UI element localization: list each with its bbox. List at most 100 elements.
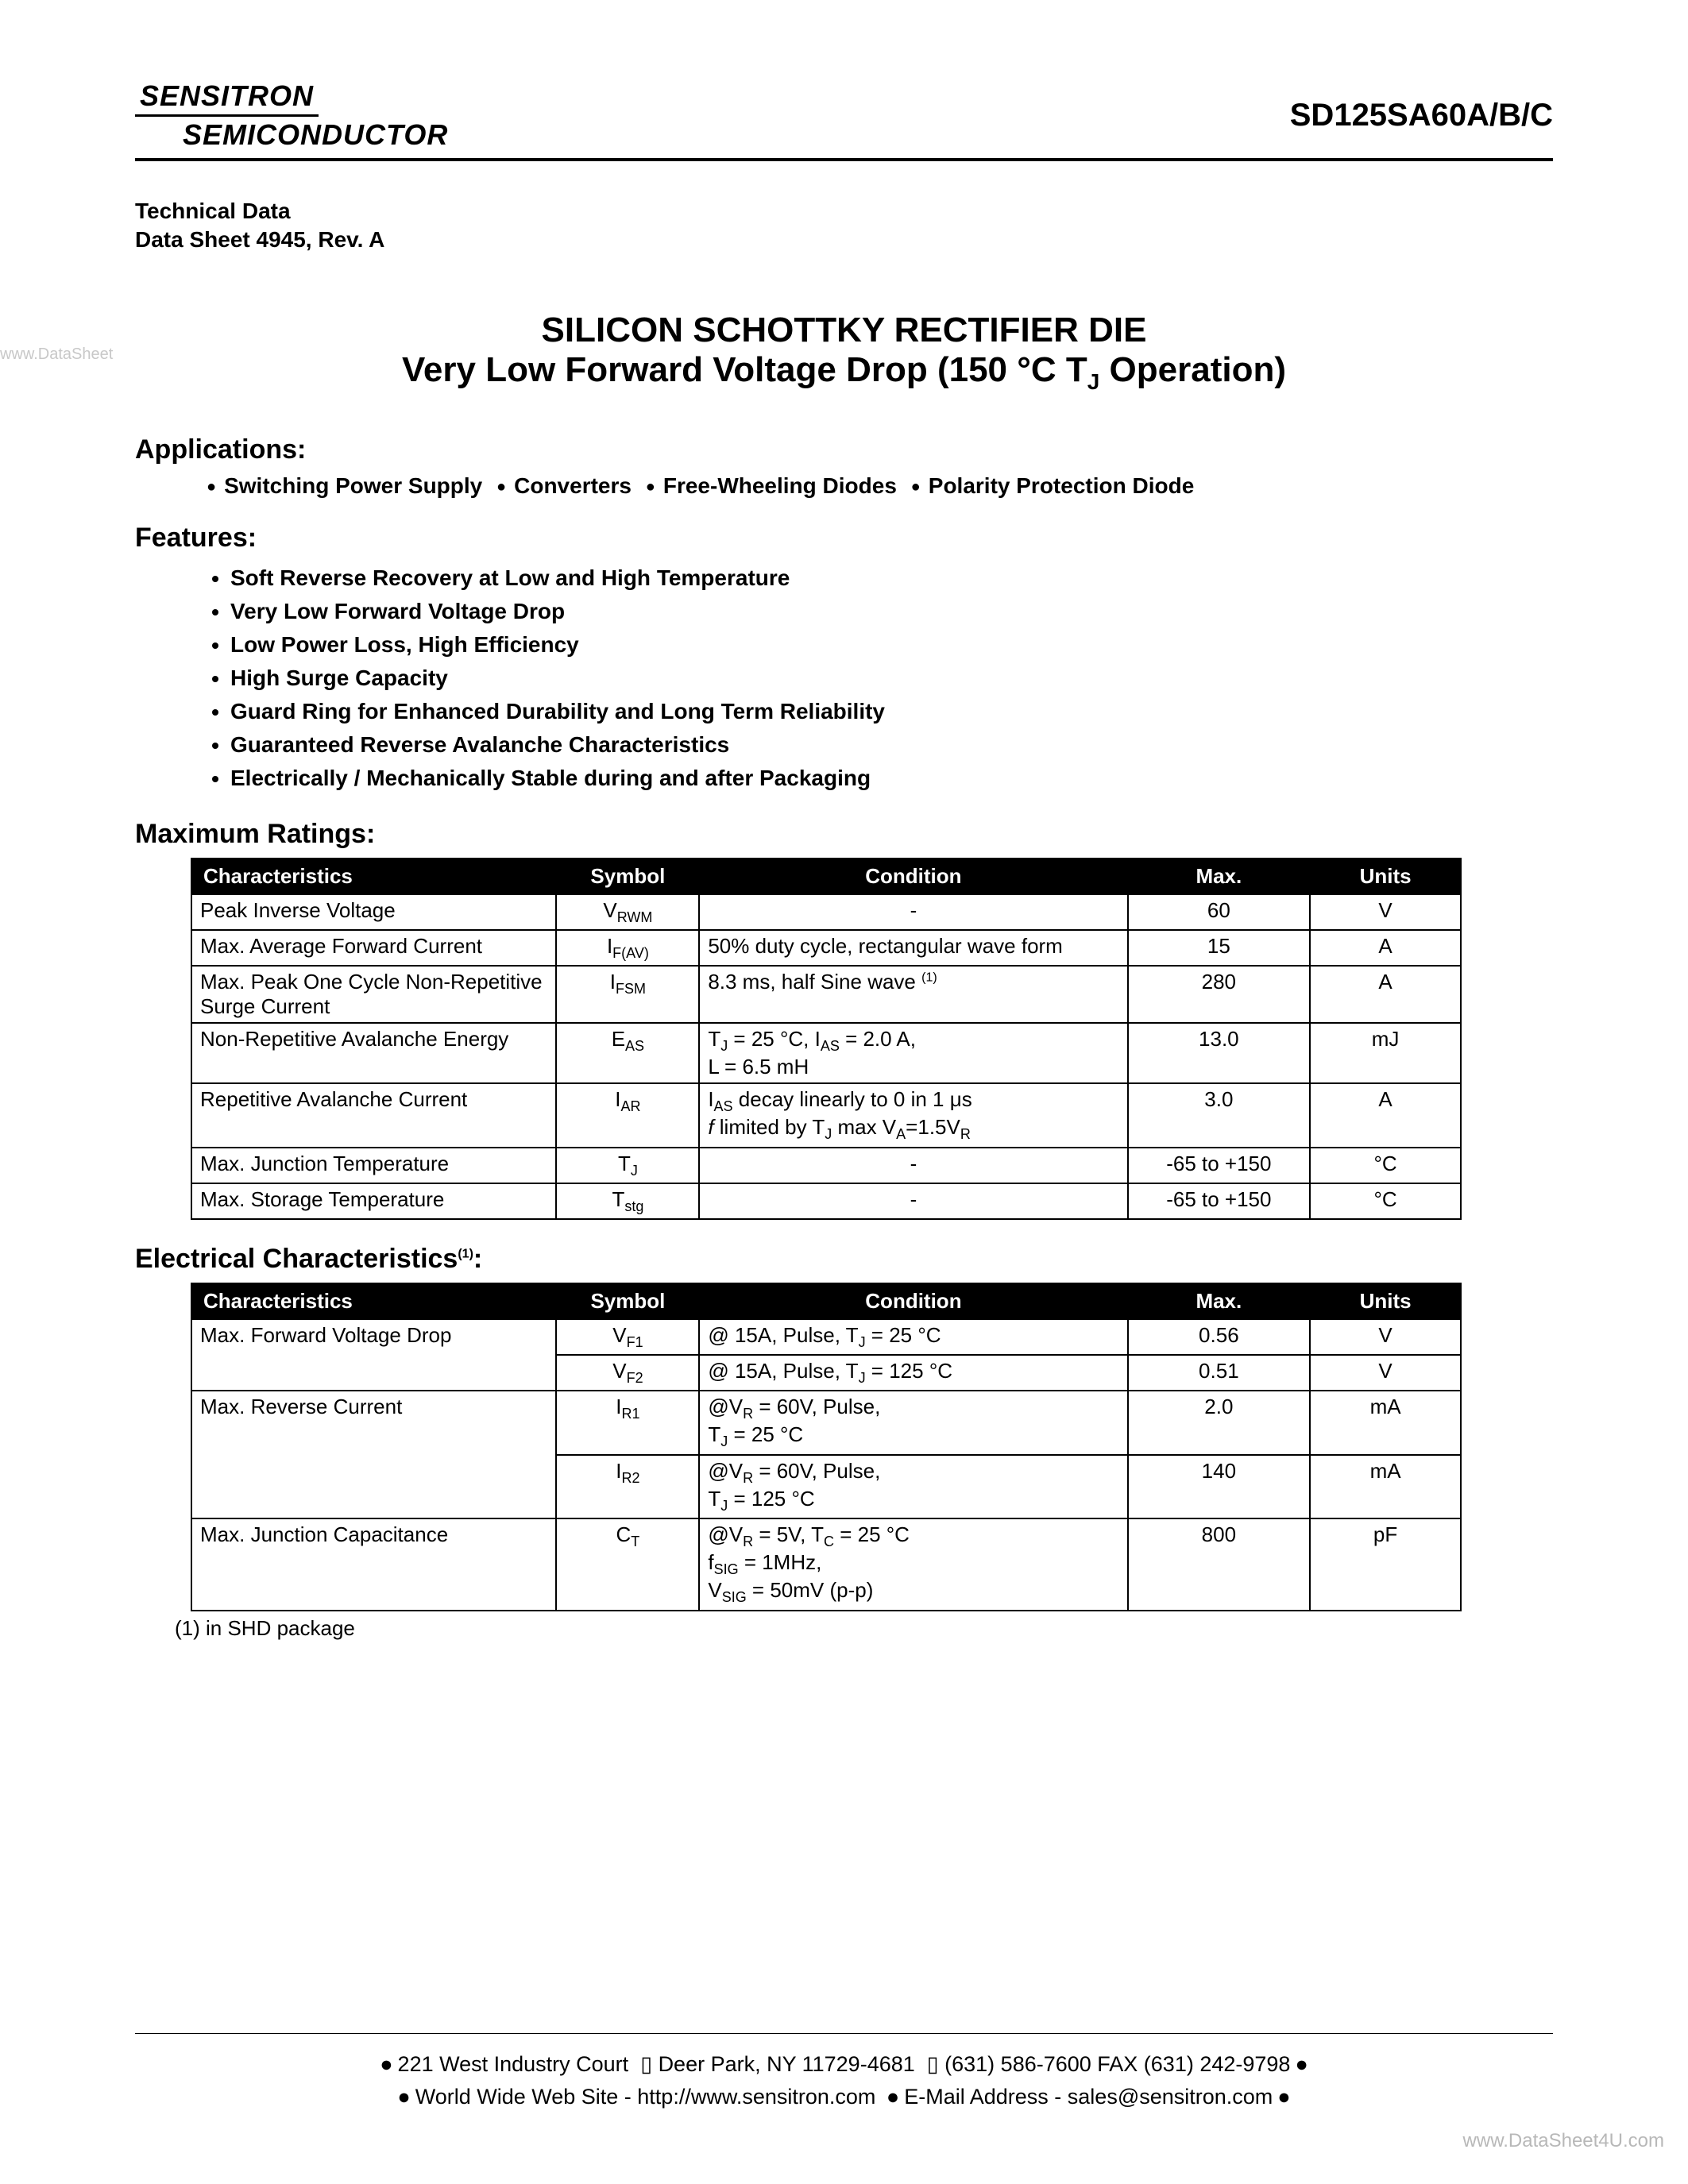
watermark-bottom: www.DataSheet4U.com (1463, 2130, 1664, 2152)
cell-max: 800 (1128, 1518, 1311, 1611)
cell-char: Max. Reverse Current (191, 1391, 556, 1518)
table-row: Max. Peak One Cycle Non-Repetitive Surge… (191, 966, 1461, 1023)
th-condition-2: Condition (699, 1283, 1127, 1319)
cell-symbol: VF2 (556, 1355, 699, 1391)
cell-char: Non-Repetitive Avalanche Energy (191, 1023, 556, 1083)
company-logo-text: SENSITRON SEMICONDUCTOR (135, 79, 448, 152)
applications-list: ●Switching Power Supply ●Converters ●Fre… (135, 473, 1553, 499)
cell-condition: 50% duty cycle, rectangular wave form (699, 930, 1127, 966)
technical-data-line2: Data Sheet 4945, Rev. A (135, 226, 1553, 254)
application-item: Polarity Protection Diode (929, 473, 1195, 498)
page-header: SENSITRON SEMICONDUCTOR SD125SA60A/B/C (135, 79, 1553, 161)
feature-item: Guaranteed Reverse Avalanche Characteris… (230, 728, 1553, 762)
technical-data-block: Technical Data Data Sheet 4945, Rev. A (135, 197, 1553, 255)
cell-condition: - (699, 1183, 1127, 1219)
elec-char-heading-text: Electrical Characteristics (135, 1244, 458, 1274)
bullet-icon: ● (496, 478, 506, 496)
technical-data-line1: Technical Data (135, 197, 1553, 226)
bullet-icon: ● (646, 478, 655, 496)
th-symbol-2: Symbol (556, 1283, 699, 1319)
cell-units: A (1310, 930, 1461, 966)
table-row: Peak Inverse VoltageVRWM-60V (191, 894, 1461, 930)
cell-condition: @VR = 5V, TC = 25 °CfSIG = 1MHz,VSIG = 5… (699, 1518, 1127, 1611)
application-item: Switching Power Supply (224, 473, 482, 498)
footnote: (1) in SHD package (175, 1616, 1553, 1641)
feature-item: Electrically / Mechanically Stable durin… (230, 762, 1553, 795)
table-row: Max. Reverse CurrentIR1@VR = 60V, Pulse,… (191, 1391, 1461, 1454)
cell-units: mA (1310, 1391, 1461, 1454)
table-row: Max. Forward Voltage DropVF1@ 15A, Pulse… (191, 1319, 1461, 1355)
th-max: Max. (1128, 859, 1311, 894)
cell-symbol: IF(AV) (556, 930, 699, 966)
footer-email: E-Mail Address - sales@sensitron.com (904, 2085, 1273, 2109)
table-row: Repetitive Avalanche CurrentIARIAS decay… (191, 1083, 1461, 1147)
max-ratings-heading: Maximum Ratings: (135, 819, 1553, 850)
cell-condition: @ 15A, Pulse, TJ = 125 °C (699, 1355, 1127, 1391)
th-units-2: Units (1310, 1283, 1461, 1319)
cell-symbol: Tstg (556, 1183, 699, 1219)
cell-units: mA (1310, 1455, 1461, 1518)
cell-char: Max. Junction Temperature (191, 1148, 556, 1183)
footer-address: 221 West Industry Court (398, 2052, 629, 2076)
features-heading: Features: (135, 523, 1553, 554)
company-name-bottom: SEMICONDUCTOR (135, 118, 448, 152)
th-symbol: Symbol (556, 859, 699, 894)
cell-max: 0.51 (1128, 1355, 1311, 1391)
footer-phone: (631) 586-7600 FAX (631) 242-9798 (944, 2052, 1290, 2076)
cell-condition: @VR = 60V, Pulse,TJ = 25 °C (699, 1391, 1127, 1454)
th-condition: Condition (699, 859, 1127, 894)
cell-condition: @VR = 60V, Pulse,TJ = 125 °C (699, 1455, 1127, 1518)
cell-condition: TJ = 25 °C, IAS = 2.0 A,L = 6.5 mH (699, 1023, 1127, 1083)
bullet-icon: ● (207, 478, 216, 496)
cell-symbol: IAR (556, 1083, 699, 1147)
th-characteristics: Characteristics (191, 859, 556, 894)
cell-char: Max. Junction Capacitance (191, 1518, 556, 1611)
cell-char: Max. Peak One Cycle Non-Repetitive Surge… (191, 966, 556, 1023)
cell-units: °C (1310, 1148, 1461, 1183)
footer-line1: ●221 West Industry Court ▯ Deer Park, NY… (135, 2048, 1553, 2081)
bullet-icon: ● (911, 478, 921, 496)
cell-condition: IAS decay linearly to 0 in 1 μsf limited… (699, 1083, 1127, 1147)
document-title: SILICON SCHOTTKY RECTIFIER DIE Very Low … (135, 311, 1553, 395)
cell-symbol: IR1 (556, 1391, 699, 1454)
cell-symbol: EAS (556, 1023, 699, 1083)
cell-max: 15 (1128, 930, 1311, 966)
features-list: Soft Reverse Recovery at Low and High Te… (135, 561, 1553, 795)
th-units: Units (1310, 859, 1461, 894)
feature-item: High Surge Capacity (230, 662, 1553, 695)
cell-char: Peak Inverse Voltage (191, 894, 556, 930)
watermark-left: www.DataSheet (0, 345, 113, 364)
page-footer: ●221 West Industry Court ▯ Deer Park, NY… (135, 2033, 1553, 2113)
cell-char: Max. Storage Temperature (191, 1183, 556, 1219)
feature-item: Guard Ring for Enhanced Durability and L… (230, 695, 1553, 728)
table-row: Max. Storage TemperatureTstg--65 to +150… (191, 1183, 1461, 1219)
cell-units: V (1310, 1319, 1461, 1355)
cell-max: 13.0 (1128, 1023, 1311, 1083)
cell-symbol: TJ (556, 1148, 699, 1183)
cell-max: 140 (1128, 1455, 1311, 1518)
footer-web: World Wide Web Site - http://www.sensitr… (415, 2085, 876, 2109)
cell-units: mJ (1310, 1023, 1461, 1083)
cell-max: 3.0 (1128, 1083, 1311, 1147)
cell-char: Max. Average Forward Current (191, 930, 556, 966)
th-characteristics-2: Characteristics (191, 1283, 556, 1319)
feature-item: Soft Reverse Recovery at Low and High Te… (230, 561, 1553, 595)
cell-units: V (1310, 894, 1461, 930)
cell-max: 60 (1128, 894, 1311, 930)
cell-max: 0.56 (1128, 1319, 1311, 1355)
elec-char-heading: Electrical Characteristics(1): (135, 1244, 1553, 1275)
cell-char: Repetitive Avalanche Current (191, 1083, 556, 1147)
footer-line2: ●World Wide Web Site - http://www.sensit… (135, 2081, 1553, 2113)
title-main: SILICON SCHOTTKY RECTIFIER DIE (135, 311, 1553, 350)
cell-max: -65 to +150 (1128, 1183, 1311, 1219)
application-item: Converters (514, 473, 632, 498)
title-sub-j: J (1087, 369, 1100, 394)
cell-max: -65 to +150 (1128, 1148, 1311, 1183)
th-max-2: Max. (1128, 1283, 1311, 1319)
feature-item: Very Low Forward Voltage Drop (230, 595, 1553, 628)
cell-condition: 8.3 ms, half Sine wave (1) (699, 966, 1127, 1023)
elec-char-heading-sup: (1) (458, 1248, 473, 1261)
table-row: Non-Repetitive Avalanche EnergyEASTJ = 2… (191, 1023, 1461, 1083)
cell-units: pF (1310, 1518, 1461, 1611)
cell-condition: - (699, 894, 1127, 930)
